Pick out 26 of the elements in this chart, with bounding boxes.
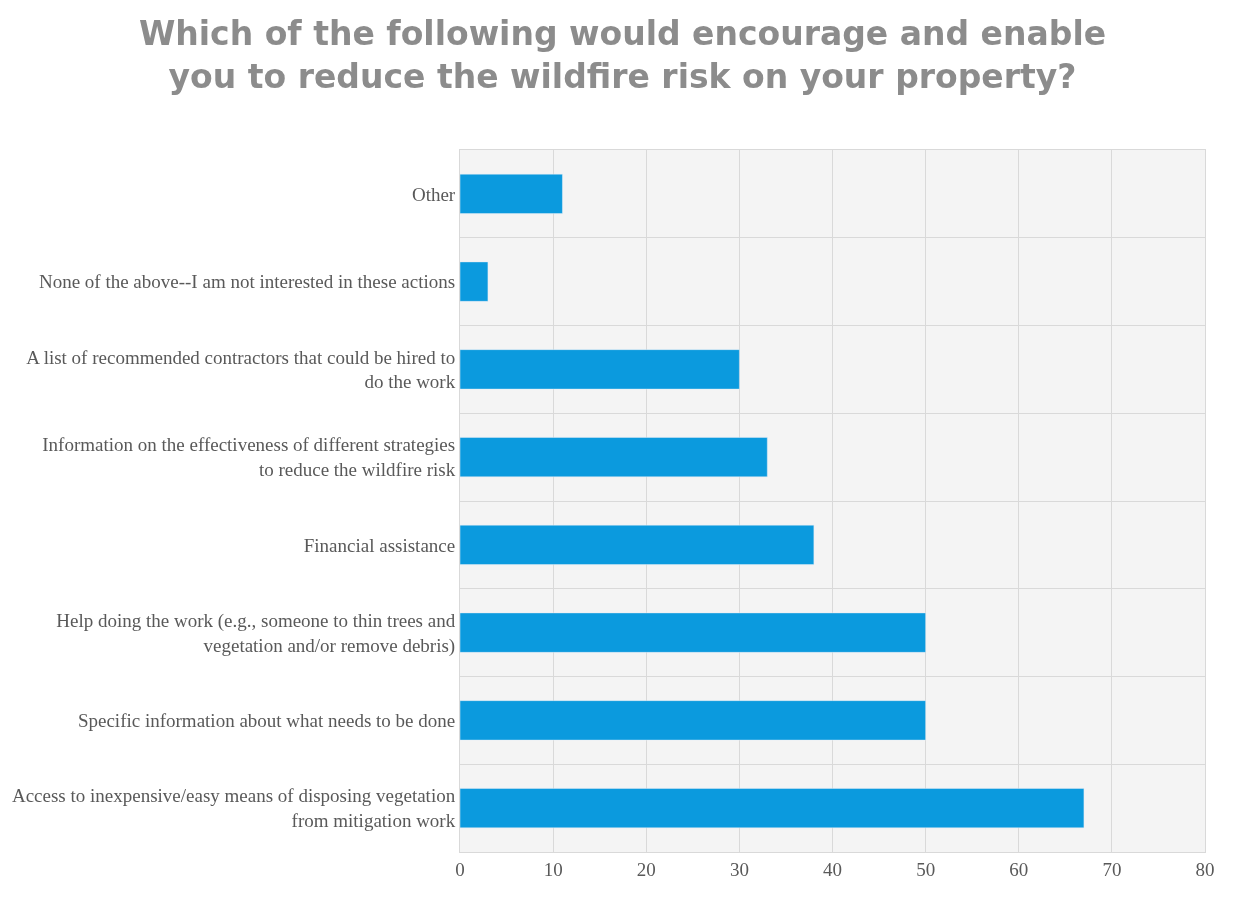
x-tick-label: 60	[1009, 858, 1029, 880]
bar	[460, 349, 740, 390]
x-tick-label: 10	[543, 858, 563, 880]
x-tick-label: 80	[1195, 858, 1215, 880]
y-tick-label: Financial assistance	[303, 534, 456, 556]
y-tick-label: Help doing the work (e.g., someone to thin trees and vegetation and/or remove debris)	[56, 609, 456, 657]
y-tick-label: None of the above--I am not interested in these actions	[38, 271, 456, 293]
bar	[460, 788, 1085, 829]
x-tick-label: 50	[916, 858, 936, 880]
bar	[460, 173, 563, 214]
x-tick-label: 40	[823, 858, 842, 880]
x-tick-label: 30	[729, 858, 749, 880]
x-tick-label: 70	[1102, 858, 1122, 880]
bar	[460, 612, 926, 653]
y-tick-label: Access to inexpensive/easy means of disposing vegetation from mitigation work	[11, 785, 456, 832]
bar	[460, 524, 815, 565]
y-tick-label: Other	[411, 183, 456, 205]
bar	[460, 700, 926, 741]
x-tick-label: 0	[455, 858, 465, 880]
y-tick-label: A list of recommended contractors that could be hired to do the work	[26, 346, 456, 393]
y-tick-label: Specific information about what needs to be done	[77, 710, 456, 732]
y-tick-label: Information on the effectiveness of different strategies to reduce the wildfire risk	[42, 434, 456, 481]
bar	[460, 261, 489, 302]
x-tick-label: 20	[636, 858, 656, 880]
chart-title: Which of the following would encourage and enable you to reduce the wildfire risk on your property?	[138, 14, 1107, 96]
bar	[460, 437, 768, 478]
